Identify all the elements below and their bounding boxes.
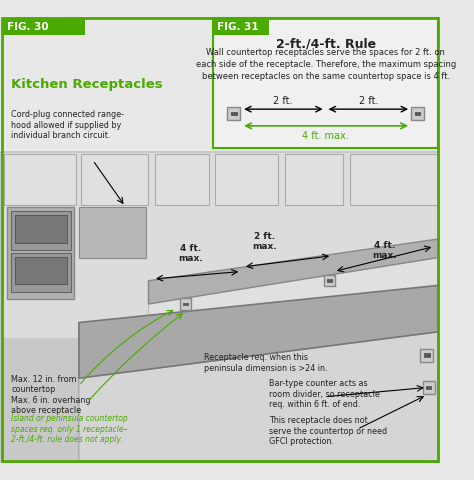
Text: 2 ft.
max.: 2 ft. max. [252, 231, 277, 251]
Text: Bar-type counter acts as
room divider, so receptacle
req. within 6 ft. of end.: Bar-type counter acts as room divider, s… [269, 378, 380, 408]
Bar [228, 108, 240, 121]
Bar [411, 108, 424, 121]
Bar [324, 276, 335, 287]
Bar [426, 386, 428, 389]
Bar [429, 386, 431, 389]
Bar [420, 349, 433, 362]
Polygon shape [148, 240, 438, 304]
Bar [183, 303, 185, 306]
Text: Receptacle req. when this
peninsula dimension is >24 in.: Receptacle req. when this peninsula dime… [204, 352, 328, 372]
Bar [418, 113, 420, 116]
Bar [186, 303, 188, 306]
Bar [8, 207, 74, 300]
Bar [155, 155, 209, 205]
Text: Wall countertop receptacles serve the spaces for 2 ft. on
each side of the recep: Wall countertop receptacles serve the sp… [196, 48, 456, 81]
Bar [79, 207, 146, 258]
Bar [2, 154, 438, 338]
Text: 2 ft.: 2 ft. [273, 96, 293, 106]
Text: Cord-plug connected range-
hood allowed if supplied by
individual branch circuit: Cord-plug connected range- hood allowed … [11, 110, 124, 140]
Text: FIG. 31: FIG. 31 [217, 22, 259, 32]
Text: 4 ft.
max.: 4 ft. max. [178, 243, 202, 263]
Bar [424, 354, 426, 357]
Text: Max. 6 in. overhang
above receptacle: Max. 6 in. overhang above receptacle [11, 395, 91, 414]
Text: 4 ft.
max.: 4 ft. max. [373, 240, 397, 260]
Bar [350, 155, 438, 205]
Text: Kitchen Receptacles: Kitchen Receptacles [11, 77, 163, 91]
Bar [215, 155, 278, 205]
Bar [330, 280, 332, 283]
Bar [11, 212, 71, 251]
Bar [327, 280, 329, 283]
Text: 2-ft./4-ft. Rule: 2-ft./4-ft. Rule [275, 38, 376, 51]
Text: Max. 12 in. from
countertop: Max. 12 in. from countertop [11, 374, 77, 393]
Text: Island or peninsula countertop
spaces req. only 1 receptacle–
2-ft./4-ft. rule d: Island or peninsula countertop spaces re… [11, 414, 128, 444]
Polygon shape [79, 332, 438, 463]
Bar [415, 113, 417, 116]
Bar [234, 113, 237, 116]
Bar [285, 155, 343, 205]
Bar [213, 19, 438, 149]
Bar [15, 257, 67, 285]
Text: 2 ft.: 2 ft. [358, 96, 378, 106]
Bar [427, 354, 429, 357]
Bar [4, 155, 76, 205]
Bar [423, 382, 435, 394]
Bar [231, 113, 233, 116]
Bar [81, 155, 148, 205]
Bar [15, 216, 67, 243]
Text: FIG. 30: FIG. 30 [8, 22, 49, 32]
Polygon shape [79, 286, 438, 378]
Text: This receptacle does not
serve the countertop or need
GFCI protection.: This receptacle does not serve the count… [269, 416, 387, 445]
Bar [213, 19, 269, 36]
Polygon shape [148, 258, 438, 378]
Text: 4 ft. max.: 4 ft. max. [302, 130, 349, 140]
Bar [180, 299, 191, 310]
Bar [0, 152, 440, 463]
Bar [2, 19, 85, 36]
Bar [11, 253, 71, 292]
